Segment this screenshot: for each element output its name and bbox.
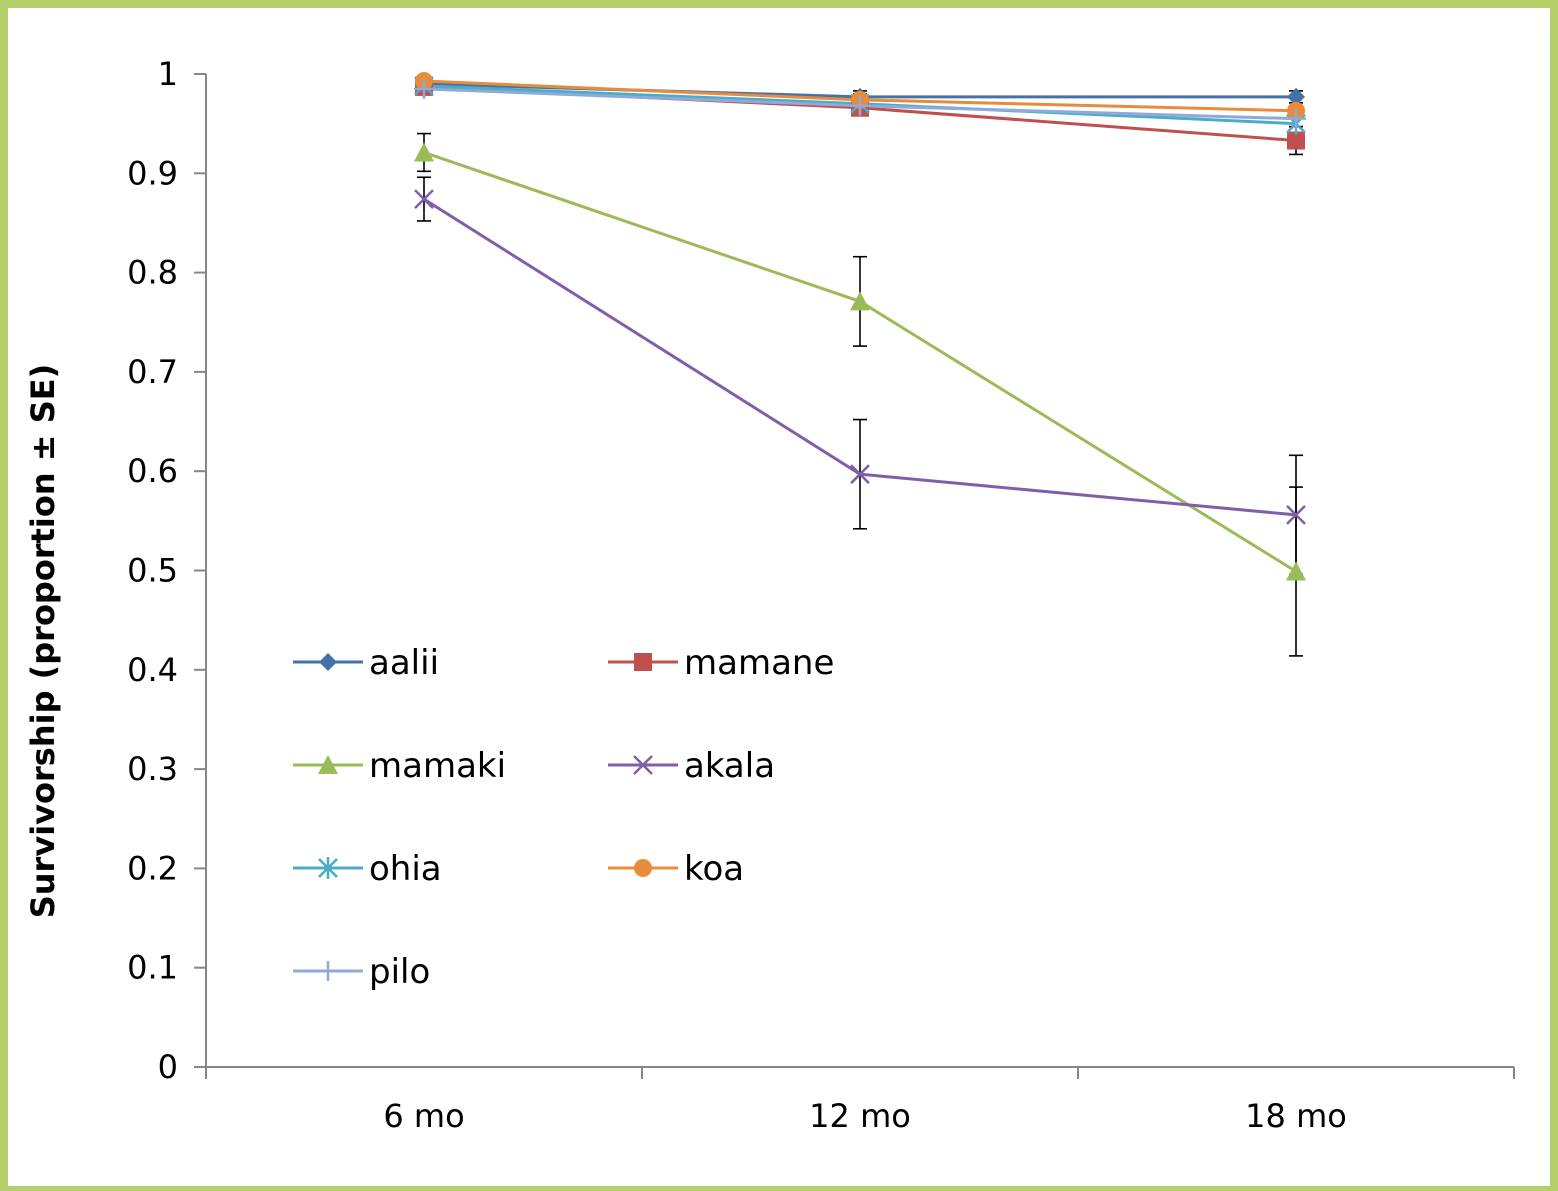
legend-marker [318, 961, 338, 981]
y-tick-label: 0.3 [127, 750, 178, 788]
data-point-mamaki [1286, 561, 1306, 581]
x-tick-labels: 6 mo 12 mo 18 mo [383, 1097, 1346, 1135]
legend-label: mamaki [369, 746, 506, 786]
data-point-pilo [1286, 108, 1306, 129]
x-tick-label: 18 mo [1245, 1097, 1347, 1135]
legend-marker [634, 859, 652, 877]
legend-entry-pilo: pilo [293, 952, 430, 992]
axes [194, 73, 1515, 1079]
data-point-mamane [1287, 131, 1305, 150]
legend-marker [318, 755, 338, 774]
data-point-mamaki [414, 142, 434, 162]
data-point-aalii [1287, 87, 1305, 106]
y-tick-label: 0.1 [127, 949, 178, 987]
data-point-akala [414, 189, 434, 210]
data-point-akala [850, 464, 870, 485]
x-tick-label: 12 mo [809, 1097, 911, 1135]
series-markers [414, 71, 1306, 581]
error-bars [417, 77, 1303, 657]
legend-entry-mamane: mamane [608, 643, 834, 683]
data-point-pilo [414, 78, 434, 99]
data-point-akala [1286, 505, 1306, 525]
legend-label: mamane [684, 643, 834, 683]
legend-label: aalii [369, 643, 439, 683]
y-tick-label: 0.2 [127, 849, 178, 887]
y-tick-label: 0.9 [127, 154, 178, 192]
legend: aalii mamane mamaki akala ohia koa pilo [293, 643, 834, 992]
y-tick-label: 0.5 [127, 552, 178, 590]
x-tick-label: 6 mo [383, 1097, 464, 1135]
y-tick-label: 0 [158, 1048, 178, 1086]
y-tick-label: 0.4 [127, 651, 178, 689]
survivorship-line-chart: 0 0.1 0.2 0.3 0.4 0.5 0.6 0.7 0.8 0.9 1 6 mo 12 mo 1… [24, 55, 1515, 1135]
legend-marker [633, 755, 653, 775]
legend-label: akala [684, 746, 775, 786]
legend-entry-akala: akala [608, 746, 775, 786]
y-tick-label: 0.6 [127, 452, 178, 490]
y-tick-label: 0.8 [127, 254, 178, 292]
legend-entry-mamaki: mamaki [293, 746, 506, 786]
data-point-pilo [850, 95, 870, 116]
legend-marker [319, 653, 337, 671]
y-axis-title: Survivorship (proportion ± SE) [24, 364, 62, 919]
chart-frame: 0 0.1 0.2 0.3 0.4 0.5 0.6 0.7 0.8 0.9 1 6 mo 12 mo 1… [8, 8, 1550, 1186]
legend-entry-ohia: ohia [293, 849, 442, 889]
legend-label: pilo [369, 952, 430, 992]
y-tick-label: 1 [158, 55, 178, 93]
legend-marker [634, 653, 652, 671]
y-tick-label: 0.7 [127, 353, 178, 391]
data-point-mamaki [850, 291, 870, 311]
legend-label: koa [684, 849, 744, 889]
legend-marker [318, 857, 338, 879]
legend-label: ohia [369, 849, 442, 889]
legend-entry-aalii: aalii [293, 643, 439, 683]
y-tick-labels: 0 0.1 0.2 0.3 0.4 0.5 0.6 0.7 0.8 0.9 1 [127, 55, 178, 1086]
legend-entry-koa: koa [608, 849, 744, 889]
